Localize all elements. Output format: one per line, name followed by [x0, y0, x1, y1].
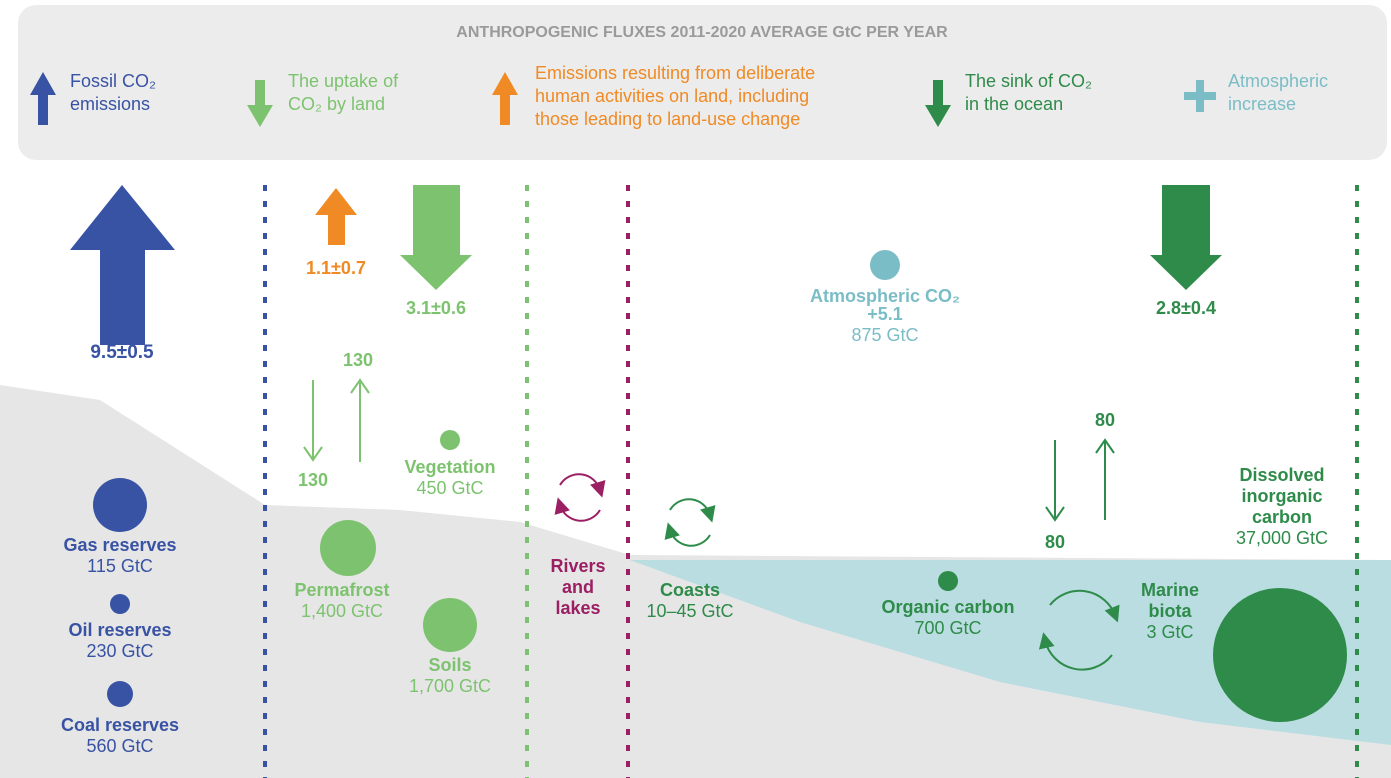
exchange-label: 80: [1095, 410, 1115, 431]
legend-line: increase: [1228, 93, 1328, 116]
exchange-label: 130: [343, 350, 373, 371]
legend-line: human activities on land, including: [535, 85, 815, 108]
reservoir-name: Permafrost: [294, 580, 389, 601]
reservoir-name: and: [550, 577, 605, 598]
reservoir-name: Vegetation: [404, 457, 495, 478]
legend-line: Atmospheric: [1228, 70, 1328, 93]
flux-label: 3.1±0.6: [406, 298, 466, 319]
reservoir-name: Gas reserves: [63, 535, 176, 556]
reservoir-name: Soils: [409, 655, 491, 676]
reservoir-name: lakes: [550, 598, 605, 619]
reservoir-amount: 700 GtC: [881, 618, 1014, 639]
legend-line: in the ocean: [965, 93, 1092, 116]
diagram: ANTHROPOGENIC FLUXES 2011-2020 AVERAGE G…: [0, 0, 1391, 778]
exchange-label: 130: [298, 470, 328, 491]
reservoir-name: biota: [1141, 601, 1199, 622]
reservoir-name: Coal reserves: [61, 715, 179, 736]
legend-line: CO₂ by land: [288, 93, 398, 116]
legend-line: Emissions resulting from deliberate: [535, 62, 815, 85]
reservoir-amount: 1,700 GtC: [409, 676, 491, 697]
reservoir-amount: 560 GtC: [61, 736, 179, 757]
exchange-label: 80: [1045, 532, 1065, 553]
reservoir-name: carbon: [1236, 507, 1328, 528]
reservoir-amount: 3 GtC: [1141, 622, 1199, 643]
reservoir-name: Dissolved: [1236, 465, 1328, 486]
legend-line: emissions: [70, 93, 156, 116]
reservoir-name: Oil reserves: [68, 620, 171, 641]
legend-line: those leading to land-use change: [535, 108, 815, 131]
legend-line: The sink of CO₂: [965, 70, 1092, 93]
legend-line: Fossil CO₂: [70, 70, 156, 93]
reservoir-amount: 450 GtC: [404, 478, 495, 499]
legend-line: The uptake of: [288, 70, 398, 93]
reservoir-amount: 10–45 GtC: [646, 601, 733, 622]
flux-arrows: [70, 185, 1222, 345]
flux-label: 2.8±0.4: [1156, 298, 1216, 319]
reservoir-name: Marine: [1141, 580, 1199, 601]
amount: 875 GtC: [810, 325, 960, 346]
title: ANTHROPOGENIC FLUXES 2011-2020 AVERAGE G…: [456, 22, 947, 43]
label-line: +5.1: [810, 304, 960, 325]
reservoir-amount: 37,000 GtC: [1236, 528, 1328, 549]
reservoir-amount: 115 GtC: [63, 556, 176, 577]
exchange-arrows: [304, 380, 1114, 520]
reservoir-name: Coasts: [646, 580, 733, 601]
flux-label: 1.1±0.7: [306, 258, 366, 279]
reservoir-name: inorganic: [1236, 486, 1328, 507]
reservoir-name: Rivers: [550, 556, 605, 577]
reservoir-amount: 1,400 GtC: [294, 601, 389, 622]
flux-label: 9.5±0.5: [90, 342, 153, 363]
reservoir-name: Organic carbon: [881, 597, 1014, 618]
reservoir-amount: 230 GtC: [68, 641, 171, 662]
